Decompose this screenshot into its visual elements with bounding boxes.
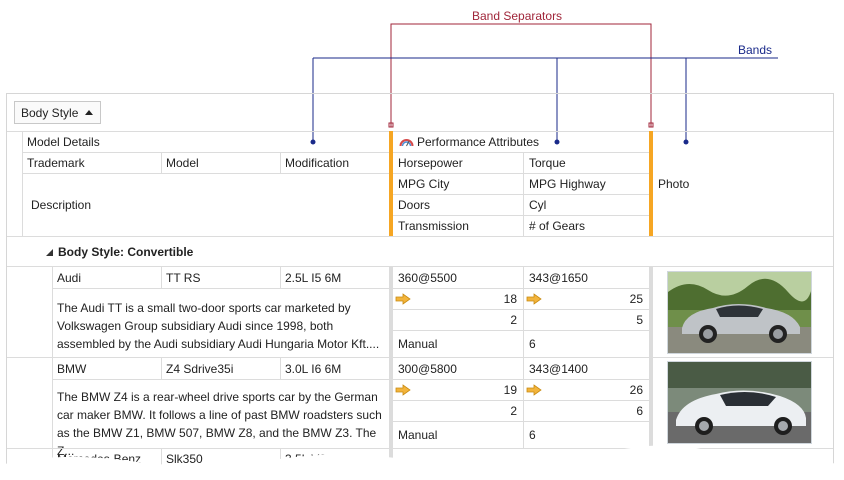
band-performance-label: Performance Attributes <box>417 135 540 149</box>
cell-model[interactable]: Slk350 <box>166 452 203 466</box>
grid-frame <box>6 93 834 480</box>
column-header-modification[interactable]: Modification <box>285 156 350 170</box>
bands-callout: Bands <box>738 43 773 57</box>
cell-description[interactable]: The BMW Z4 is a rear-wheel drive sports … <box>57 390 382 458</box>
cell-mpg-highway[interactable]: 25 <box>629 292 643 306</box>
column-header-model[interactable]: Model <box>166 156 199 170</box>
cell-doors[interactable]: 2 <box>510 404 517 418</box>
group-row-caption[interactable]: Body Style: Convertible <box>46 245 193 259</box>
group-by-body-style-button[interactable]: Body Style <box>14 101 101 124</box>
torn-edge <box>0 445 844 480</box>
band-performance-attributes[interactable]: Performance Attributes <box>393 132 648 152</box>
column-header-mpg-highway[interactable]: MPG Highway <box>529 177 606 191</box>
group-row-label: Body Style: Convertible <box>58 245 194 259</box>
header-bottom-line <box>7 236 833 237</box>
cell-horsepower[interactable]: 360@5500 <box>398 271 457 285</box>
header-top-line <box>7 131 833 132</box>
gauge-icon <box>399 139 414 147</box>
cell-gears[interactable]: 6 <box>529 337 536 351</box>
car-photo[interactable] <box>667 361 812 444</box>
car-photo[interactable] <box>667 271 812 354</box>
cell-cyl[interactable]: 5 <box>636 313 643 327</box>
band-separators-callout: Band Separators <box>472 9 563 23</box>
column-header-transmission[interactable]: Transmission <box>398 219 469 233</box>
cell-doors[interactable]: 2 <box>510 313 517 327</box>
cell-modification[interactable]: 2.5L I5 6M <box>285 271 342 285</box>
band-separator-right <box>649 131 653 236</box>
cell-model[interactable]: TT RS <box>166 271 201 285</box>
cell-torque[interactable]: 343@1650 <box>529 271 588 285</box>
group-button-label: Body Style <box>21 105 79 120</box>
column-header-horsepower[interactable]: Horsepower <box>398 156 463 170</box>
cell-modification[interactable]: 3.0L I6 6M <box>285 362 342 376</box>
column-header-cyl[interactable]: Cyl <box>529 198 547 212</box>
cell-description[interactable]: The Audi TT is a small two-door sports c… <box>57 301 380 351</box>
cell-mpg-city[interactable]: 18 <box>503 292 517 306</box>
arrow-right-icon <box>395 293 411 305</box>
band-model-details[interactable]: Model Details <box>27 135 100 149</box>
arrow-right-icon <box>526 293 542 305</box>
cell-gears[interactable]: 6 <box>529 428 536 442</box>
cell-trademark[interactable]: Audi <box>57 271 82 285</box>
cell-torque[interactable]: 343@1400 <box>529 362 588 376</box>
cell-mpg-city[interactable]: 19 <box>503 383 517 397</box>
sort-ascending-icon <box>85 110 93 115</box>
column-header-torque[interactable]: Torque <box>529 156 566 170</box>
column-header-doors[interactable]: Doors <box>398 198 431 212</box>
arrow-right-icon <box>395 384 411 396</box>
collapse-triangle-icon[interactable] <box>46 248 53 256</box>
column-header-gears[interactable]: # of Gears <box>529 219 586 233</box>
column-header-description[interactable]: Description <box>31 198 92 212</box>
cell-transmission[interactable]: Manual <box>398 337 438 351</box>
column-header-trademark[interactable]: Trademark <box>27 156 85 170</box>
band-separator-left <box>389 131 393 236</box>
arrow-right-icon <box>526 384 542 396</box>
column-header-photo[interactable]: Photo <box>658 177 690 191</box>
cell-model[interactable]: Z4 Sdrive35i <box>166 362 234 376</box>
cell-transmission[interactable]: Manual <box>398 428 438 442</box>
column-header-mpg-city[interactable]: MPG City <box>398 177 450 191</box>
cell-mpg-highway[interactable]: 26 <box>629 383 643 397</box>
cell-cyl[interactable]: 6 <box>636 404 643 418</box>
cell-trademark[interactable]: BMW <box>57 362 87 376</box>
cell-horsepower[interactable]: 300@5800 <box>398 362 457 376</box>
